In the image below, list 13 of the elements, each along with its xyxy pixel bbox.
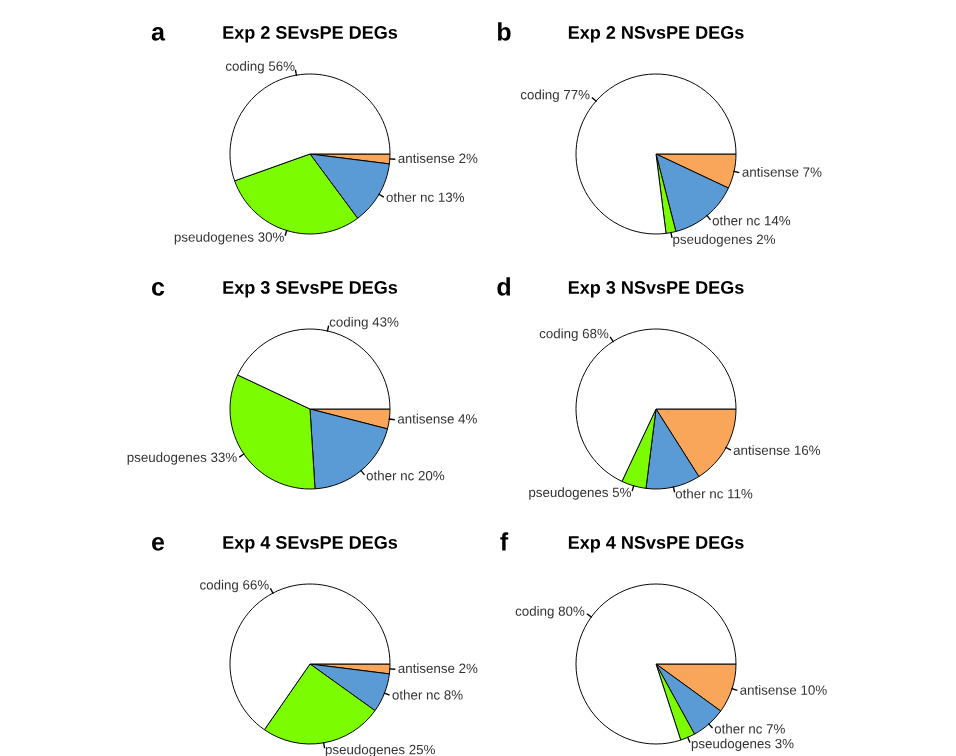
chart-title: Exp 2 NSvsPE DEGs	[568, 26, 744, 43]
text: c	[152, 282, 165, 296]
text: f	[500, 532, 509, 551]
text: a	[151, 27, 166, 41]
chart-title: Exp 2 SEvsPE DEGs	[223, 26, 398, 43]
text: e	[152, 537, 165, 551]
chart-title: Exp 4 NSvsPE DEGs	[568, 536, 744, 553]
pie-slice	[575, 328, 737, 482]
chart-title: Exp 4 SEvsPE DEGs	[223, 536, 398, 553]
chart-title: Exp 3 NSvsPE DEGs	[568, 281, 744, 298]
chart-title: Exp 3 SEvsPE DEGs	[223, 281, 398, 298]
text: b	[498, 22, 511, 41]
text: d	[497, 277, 510, 296]
